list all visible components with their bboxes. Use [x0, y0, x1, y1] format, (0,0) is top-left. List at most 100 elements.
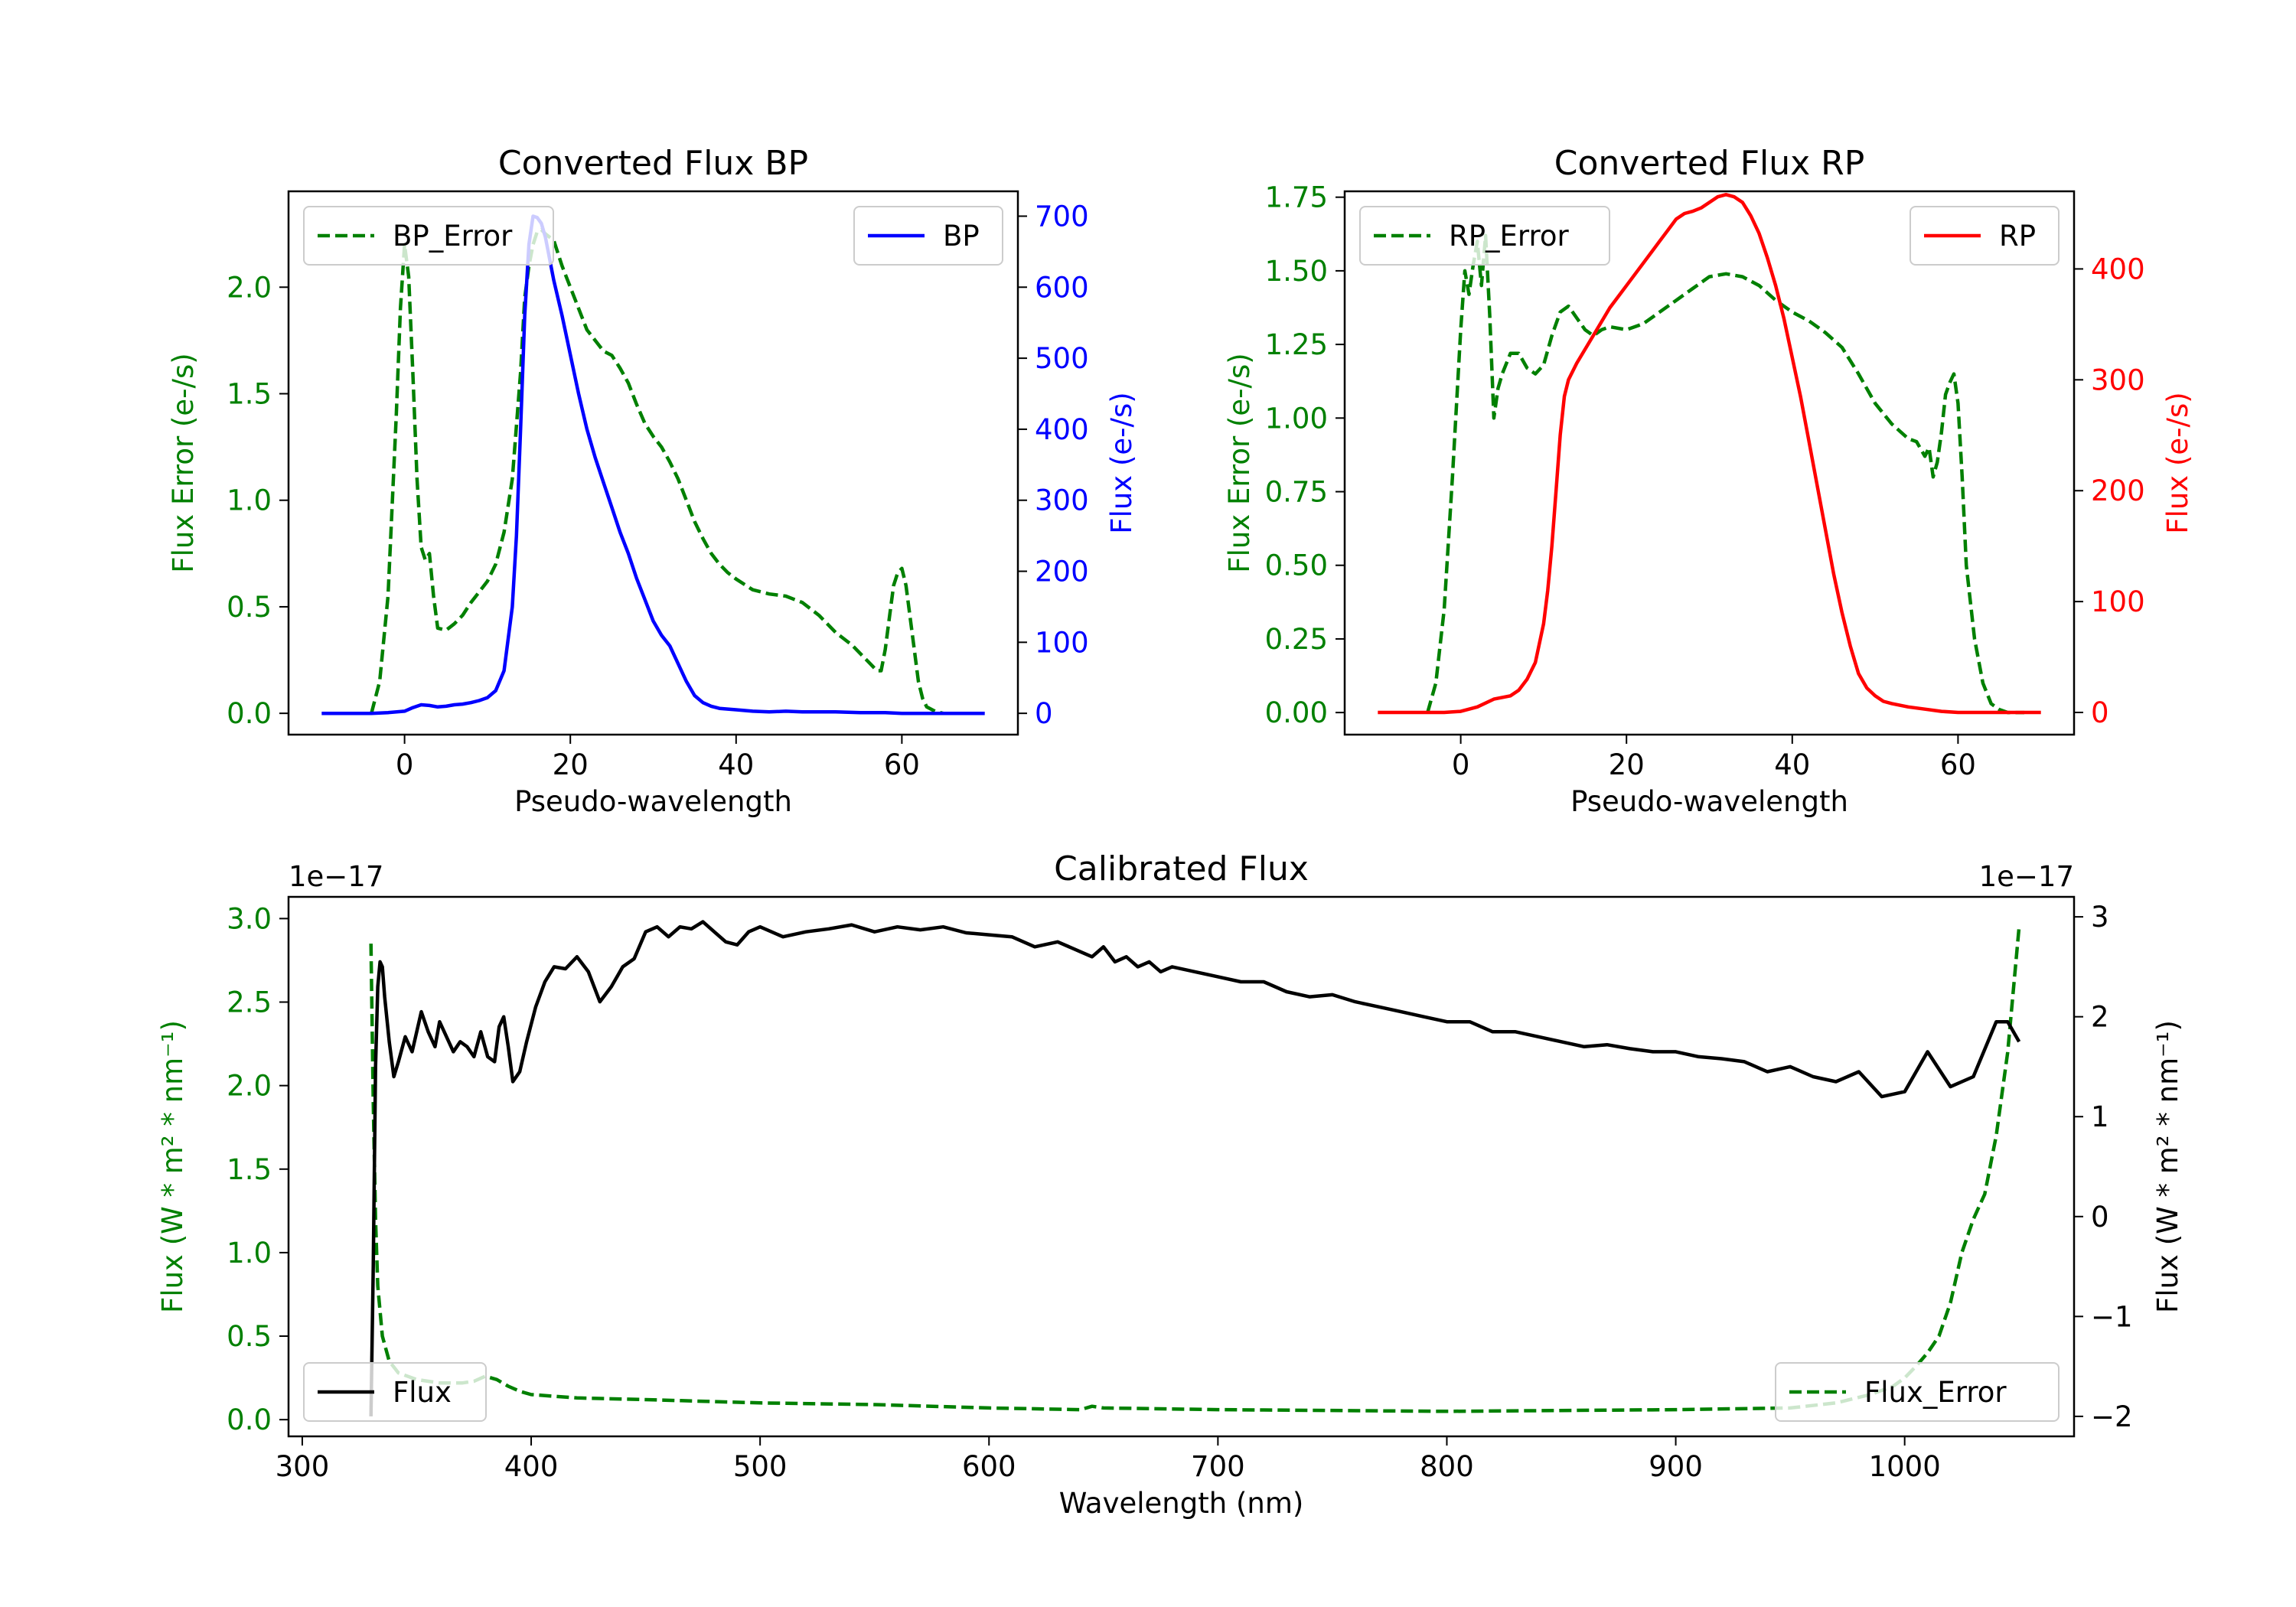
- x-tick-label: 300: [276, 1450, 330, 1483]
- y-right-tick-label: 0: [2091, 1201, 2109, 1234]
- legend-flux-error: Flux_Error: [1775, 1362, 2060, 1422]
- y-left-tick-label: 1.75: [1265, 181, 1328, 214]
- bp-x-axis-label: Pseudo-wavelength: [514, 785, 792, 818]
- y-left-tick-label: 1.5: [227, 1153, 272, 1186]
- y-right-tick-label: 500: [1035, 342, 1089, 375]
- legend-flux: Flux: [303, 1362, 487, 1422]
- x-tick-label: 60: [884, 748, 920, 781]
- legend-label: Flux: [393, 1376, 452, 1409]
- y-left-tick-label: 1.0: [227, 484, 272, 517]
- y-left-tick-label: 1.5: [227, 378, 272, 411]
- y-right-tick-label: 1: [2091, 1100, 2109, 1133]
- series-bp-error-line: [370, 227, 968, 715]
- legend-label: Flux_Error: [1864, 1376, 2007, 1409]
- y-left-tick-label: 2.0: [227, 271, 272, 304]
- x-tick-label: 700: [1191, 1450, 1245, 1483]
- calibrated-title: Calibrated Flux: [1054, 849, 1309, 888]
- rp-y-right-axis-label: Flux (e-/s): [2161, 392, 2194, 533]
- series-rp-error-line: [1426, 233, 2024, 715]
- y-right-tick-label: −1: [2091, 1300, 2133, 1333]
- legend-rp-error: RP_Error: [1359, 206, 1610, 266]
- bp-chart: 0 20 40 60 0.0 0.5 1.0 1.5 2.0 0 100 200 300 400 500 60…: [167, 144, 1138, 818]
- x-tick-label: 600: [962, 1450, 1016, 1483]
- rp-chart: 0 20 40 60 0.00 0.25 0.50 0.75 1.00 1.25 1.50 1.75 0…: [1223, 144, 2194, 818]
- legend-bp-error: BP_Error: [303, 206, 554, 266]
- bp-axes-frame: [287, 190, 1019, 736]
- y-left-tick-label: 0.0: [227, 697, 272, 730]
- bp-title: Converted Flux BP: [498, 144, 808, 183]
- calibrated-y-right-axis-label: Flux (W * m² * nm⁻¹): [2151, 1020, 2184, 1313]
- y-left-tick-label: 0.5: [227, 1320, 272, 1353]
- rp-x-axis-label: Pseudo-wavelength: [1570, 785, 1848, 818]
- legend-box: [303, 1362, 487, 1422]
- x-tick-label: 800: [1420, 1450, 1474, 1483]
- y-right-tick-label: 0: [2091, 696, 2109, 729]
- x-tick-label: 60: [1940, 748, 1976, 781]
- y-right-tick-label: 100: [2091, 585, 2145, 618]
- x-tick-label: 20: [1609, 748, 1645, 781]
- y-left-tick-label: 0.75: [1265, 476, 1328, 509]
- y-left-tick-label: 1.00: [1265, 402, 1328, 435]
- legend-label: RP: [1999, 220, 2036, 253]
- y-left-tick-label: 0.50: [1265, 549, 1328, 582]
- calibrated-y-left-axis-label: Flux (W * m² * nm⁻¹): [156, 1020, 189, 1313]
- series-rp-line: [1378, 193, 2041, 715]
- y-right-tick-label: 2: [2091, 1001, 2109, 1034]
- legend-label: BP_Error: [393, 220, 513, 253]
- y-right-tick-label: 400: [1035, 413, 1089, 446]
- y-right-tick-label: 300: [2091, 363, 2145, 396]
- series-flux-error-line: [369, 927, 2021, 1413]
- offset-right-label: 1e−17: [1979, 860, 2074, 893]
- y-right-tick-label: 3: [2091, 901, 2109, 934]
- y-right-tick-label: 400: [2091, 253, 2145, 285]
- legend-box: [853, 206, 1003, 266]
- y-left-tick-label: 0.00: [1265, 696, 1328, 729]
- bp-y-right-axis-label: Flux (e-/s): [1105, 392, 1138, 533]
- y-right-tick-label: 700: [1035, 200, 1089, 233]
- legend-box: [1775, 1362, 2060, 1422]
- x-tick-label: 900: [1649, 1450, 1703, 1483]
- legend-box: [1910, 206, 2060, 266]
- y-right-tick-label: 200: [2091, 474, 2145, 507]
- series-bp-line: [321, 214, 985, 715]
- x-tick-label: 40: [1774, 748, 1810, 781]
- y-left-tick-label: 2.5: [227, 986, 272, 1019]
- legend-box: [1359, 206, 1610, 266]
- x-tick-label: 1000: [1869, 1450, 1941, 1483]
- y-left-tick-label: 1.0: [227, 1237, 272, 1270]
- x-tick-label: 40: [718, 748, 754, 781]
- x-tick-label: 0: [396, 748, 414, 781]
- calibrated-x-axis-label: Wavelength (nm): [1059, 1487, 1304, 1520]
- rp-axes-frame: [1343, 190, 2076, 736]
- y-left-tick-label: 0.25: [1265, 623, 1328, 656]
- y-left-tick-label: 1.25: [1265, 328, 1328, 361]
- rp-title: Converted Flux RP: [1554, 144, 1865, 183]
- legend-bp: BP: [853, 206, 1003, 266]
- y-left-tick-label: 1.50: [1265, 255, 1328, 288]
- y-right-tick-label: 200: [1035, 556, 1089, 588]
- y-right-tick-label: −2: [2091, 1400, 2133, 1433]
- x-tick-label: 0: [1452, 748, 1470, 781]
- legend-rp: RP: [1910, 206, 2060, 266]
- x-tick-label: 500: [733, 1450, 788, 1483]
- y-right-tick-label: 0: [1035, 697, 1053, 730]
- legend-box: [303, 206, 554, 266]
- y-left-tick-label: 3.0: [227, 902, 272, 935]
- calibrated-axes-frame: [287, 895, 2076, 1438]
- bp-y-left-axis-label: Flux Error (e-/s): [167, 353, 200, 572]
- legend-label: RP_Error: [1449, 220, 1569, 253]
- y-right-tick-label: 600: [1035, 271, 1089, 304]
- offset-left-label: 1e−17: [289, 860, 383, 893]
- series-flux-line: [369, 920, 2021, 1416]
- y-left-tick-label: 2.0: [227, 1070, 272, 1103]
- calibrated-chart: 300 400 500 600 700 800 900 1000 0.0 0.5 1.0 1.5 2.0…: [156, 849, 2184, 1520]
- y-right-tick-label: 100: [1035, 626, 1089, 659]
- y-right-tick-label: 300: [1035, 484, 1089, 517]
- y-left-tick-label: 0.0: [227, 1403, 272, 1436]
- y-left-tick-label: 0.5: [227, 591, 272, 624]
- rp-y-left-axis-label: Flux Error (e-/s): [1223, 353, 1256, 572]
- x-tick-label: 20: [553, 748, 589, 781]
- legend-label: BP: [943, 220, 980, 253]
- x-tick-label: 400: [504, 1450, 559, 1483]
